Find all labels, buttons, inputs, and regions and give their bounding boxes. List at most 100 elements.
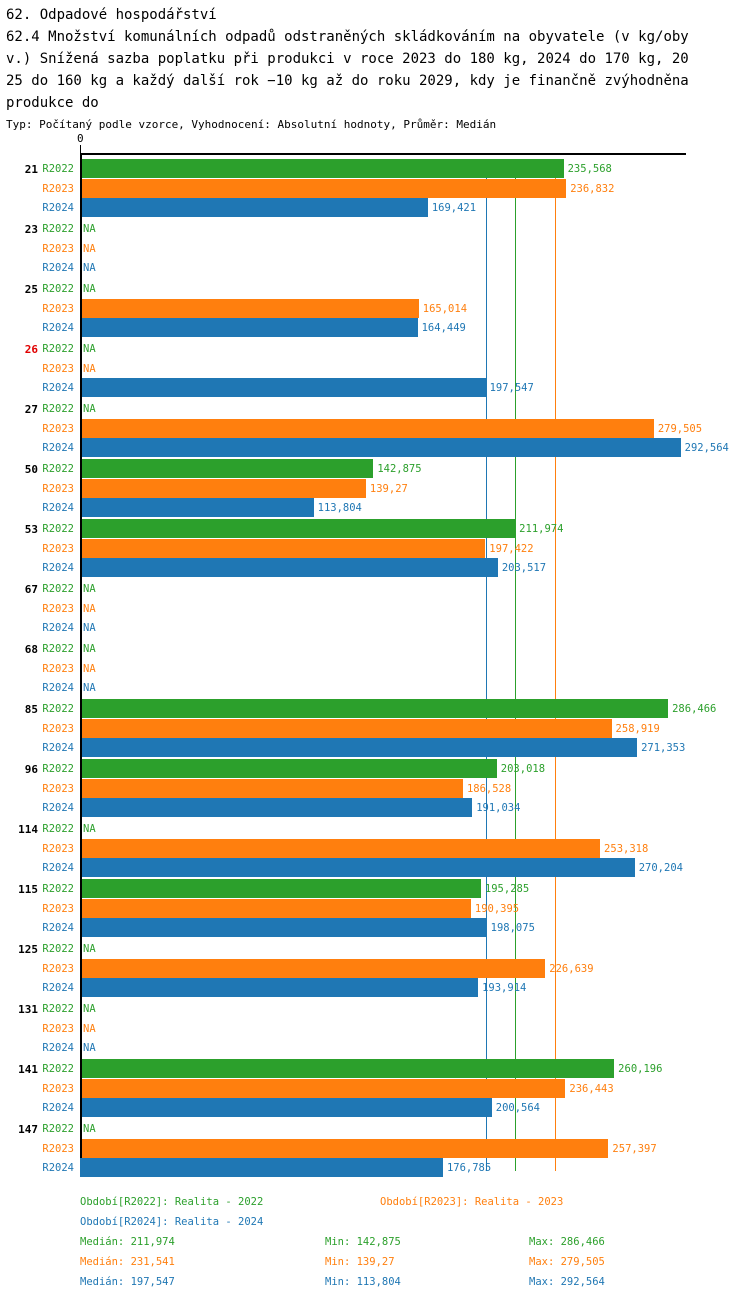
bar-value-label: 257,397 <box>612 1142 657 1155</box>
bar-r2023[interactable] <box>80 538 486 558</box>
na-value-label: NA <box>83 622 96 634</box>
bar-value-label: 113,804 <box>317 502 362 514</box>
series-label-r2022: R2022 <box>42 703 74 715</box>
bar-value-label: 253,318 <box>604 842 649 855</box>
median-line-r2023 <box>555 159 557 1171</box>
bar-r2024[interactable] <box>80 978 479 997</box>
group-label: 25 <box>24 283 38 296</box>
bar-r2024[interactable] <box>80 798 473 817</box>
chart-meta: Typ: Počítaný podle vzorce, Vyhodnocení:… <box>6 118 497 131</box>
stat-median-r2024: Medián: 197,547 <box>80 1276 175 1288</box>
bar-r2023[interactable] <box>80 838 601 858</box>
bar-r2023[interactable] <box>80 898 471 918</box>
na-value-label: NA <box>83 682 96 694</box>
bar-r2023[interactable] <box>80 178 567 198</box>
bar-value-label: 258,919 <box>615 722 660 735</box>
section-title: 62. Odpadové hospodářství <box>6 7 217 23</box>
bar-r2024[interactable] <box>80 438 681 457</box>
legend-item-r2023: Období[R2023]: Realita - 2023 <box>380 1196 564 1208</box>
group-label: 23 <box>24 223 38 236</box>
bar-value-label: 292,564 <box>684 442 729 454</box>
bar-value-label: 197,422 <box>489 542 534 555</box>
bar-r2023[interactable] <box>80 478 366 498</box>
series-label-r2022: R2022 <box>42 163 74 175</box>
median-line-r2022 <box>515 159 517 1171</box>
stat-min-r2023: Min: 139,27 <box>325 1256 395 1268</box>
bar-r2022[interactable] <box>80 1059 615 1078</box>
bar-value-label: 211,974 <box>519 523 564 535</box>
stat-min-r2024: Min: 113,804 <box>325 1276 401 1288</box>
chart-title-line-4: produkce do <box>6 95 99 111</box>
series-label-r2023: R2023 <box>42 602 74 615</box>
na-value-label: NA <box>83 602 96 615</box>
group-label: 131 <box>18 1003 38 1016</box>
bar-r2024[interactable] <box>80 738 638 757</box>
bar-r2023[interactable] <box>80 1078 566 1098</box>
bar-r2024[interactable] <box>80 1158 443 1177</box>
bar-value-label: 193,914 <box>482 982 527 994</box>
na-value-label: NA <box>83 1042 96 1054</box>
series-label-r2022: R2022 <box>42 943 74 955</box>
group-label: 67 <box>24 583 38 596</box>
series-label-r2022: R2022 <box>42 283 74 295</box>
series-label-r2024: R2024 <box>42 1162 74 1174</box>
series-label-r2023: R2023 <box>42 962 74 975</box>
bar-r2024[interactable] <box>80 558 498 577</box>
series-label-r2022: R2022 <box>42 643 74 655</box>
bar-r2022[interactable] <box>80 459 374 478</box>
series-label-r2022: R2022 <box>42 343 74 355</box>
group-label: 21 <box>24 163 38 176</box>
series-label-r2023: R2023 <box>42 302 74 315</box>
series-label-r2024: R2024 <box>42 982 74 994</box>
chart-title-line-2: v.) Snížená sazba poplatku při produkci … <box>6 51 689 67</box>
na-value-label: NA <box>83 662 96 675</box>
bar-value-label: 279,505 <box>657 422 703 435</box>
bar-r2022[interactable] <box>80 879 481 898</box>
series-label-r2022: R2022 <box>42 883 74 895</box>
series-label-r2023: R2023 <box>42 662 74 675</box>
bar-r2023[interactable] <box>80 418 654 438</box>
bar-r2023[interactable] <box>80 298 419 318</box>
bar-r2023[interactable] <box>80 718 612 738</box>
chart-title-line-3: 25 do 160 kg a každý další rok −10 kg až… <box>6 73 689 89</box>
na-value-label: NA <box>83 223 96 235</box>
bar-r2022[interactable] <box>80 519 516 538</box>
series-label-r2024: R2024 <box>42 562 74 574</box>
chart-footer: Období[R2022]: Realita - 2022 Období[R20… <box>0 1188 750 1298</box>
bar-r2024[interactable] <box>80 498 314 517</box>
group-label: 85 <box>24 703 38 716</box>
stat-max-r2022: Max: 286,466 <box>529 1236 605 1248</box>
series-label-r2022: R2022 <box>42 1003 74 1015</box>
group-label: 141 <box>18 1063 38 1076</box>
bar-value-label: 197,547 <box>489 382 534 394</box>
group-label: 27 <box>24 403 38 416</box>
legend-item-r2024: Období[R2024]: Realita - 2024 <box>80 1216 264 1228</box>
bar-r2023[interactable] <box>80 958 546 978</box>
bar-r2022[interactable] <box>80 699 669 718</box>
chart-header: 62. Odpadové hospodářství 62.4 Množství … <box>0 0 750 133</box>
bar-r2024[interactable] <box>80 918 487 937</box>
series-label-r2023: R2023 <box>42 902 74 915</box>
bar-r2024[interactable] <box>80 858 635 877</box>
axis-top-line <box>80 153 686 155</box>
stat-max-r2024: Max: 292,564 <box>529 1276 605 1288</box>
bar-r2022[interactable] <box>80 759 497 778</box>
bar-value-label: 236,443 <box>569 1082 614 1095</box>
bar-r2023[interactable] <box>80 778 463 798</box>
bar-r2022[interactable] <box>80 159 564 178</box>
bar-value-label: 190,395 <box>474 902 520 915</box>
legend-item-r2022: Období[R2022]: Realita - 2022 <box>80 1196 264 1208</box>
bar-value-label: 226,639 <box>549 962 594 975</box>
bar-r2023[interactable] <box>80 1138 609 1158</box>
bar-r2024[interactable] <box>80 318 418 337</box>
bar-r2024[interactable] <box>80 378 486 397</box>
axis-origin-tick <box>80 145 81 154</box>
bar-r2024[interactable] <box>80 198 428 217</box>
bar-r2024[interactable] <box>80 1098 492 1117</box>
bar-value-label: 142,875 <box>377 463 422 475</box>
series-label-r2024: R2024 <box>42 322 74 334</box>
na-value-label: NA <box>83 643 96 655</box>
series-label-r2024: R2024 <box>42 382 74 394</box>
bar-value-label: 164,449 <box>421 322 466 334</box>
series-label-r2024: R2024 <box>42 262 74 274</box>
